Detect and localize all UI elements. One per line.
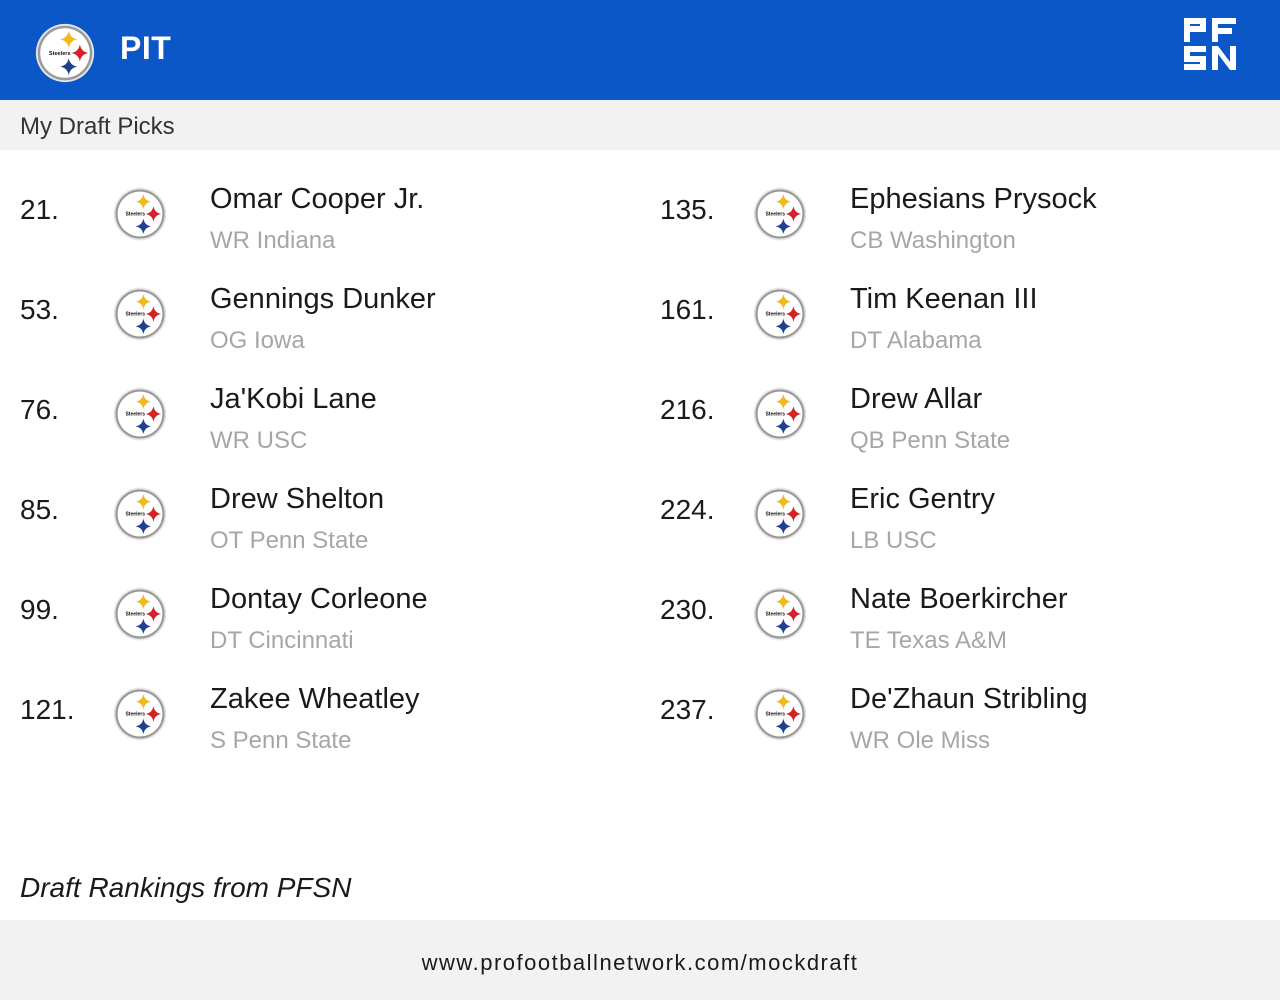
draft-pick-item[interactable]: 230. Nate Boerkircher TE Texas A&M <box>640 550 1260 654</box>
player-position-school: TE Texas A&M <box>850 627 1007 654</box>
player-position-school: WR Indiana <box>210 227 336 254</box>
draft-pick-item[interactable]: 216. Drew Allar QB Penn State <box>640 350 1260 454</box>
steelers-logo-icon <box>752 286 808 342</box>
draft-pick-item[interactable]: 99. Dontay Corleone DT Cincinnati <box>0 550 620 654</box>
pick-number: 216. <box>660 394 715 425</box>
steelers-logo-icon <box>34 22 96 84</box>
player-position-school: QB Penn State <box>850 427 1011 454</box>
pick-number: 135. <box>660 194 715 225</box>
player-position-school: WR Ole Miss <box>850 727 990 754</box>
draft-pick-item[interactable]: 53. Gennings Dunker OG Iowa <box>0 250 620 354</box>
header-bar: PIT <box>0 0 1280 100</box>
pick-number: 21. <box>20 194 59 225</box>
draft-pick-item[interactable]: 161. Tim Keenan III DT Alabama <box>640 250 1260 354</box>
draft-pick-item[interactable]: 21. Omar Cooper Jr. WR Indiana <box>0 150 620 254</box>
player-name[interactable]: Zakee Wheatley <box>210 683 420 715</box>
player-position-school: DT Cincinnati <box>210 627 354 654</box>
steelers-logo-icon <box>752 186 808 242</box>
player-name[interactable]: Ephesians Prysock <box>850 183 1097 215</box>
player-name[interactable]: Gennings Dunker <box>210 283 436 315</box>
steelers-logo-icon <box>752 686 808 742</box>
team-abbreviation: PIT <box>120 30 172 66</box>
steelers-logo-icon <box>112 686 168 742</box>
steelers-logo-icon <box>752 386 808 442</box>
footer-url[interactable]: www.profootballnetwork.com/mockdraft <box>421 950 859 975</box>
player-name[interactable]: Nate Boerkircher <box>850 583 1068 615</box>
pick-number: 230. <box>660 594 715 625</box>
attribution-text: Draft Rankings from PFSN <box>20 872 352 903</box>
draft-pick-item[interactable]: 85. Drew Shelton OT Penn State <box>0 450 620 554</box>
player-name[interactable]: Omar Cooper Jr. <box>210 183 425 215</box>
draft-pick-item[interactable]: 135. Ephesians Prysock CB Washington <box>640 150 1260 254</box>
section-header: My Draft Picks <box>0 100 1280 150</box>
draft-pick-item[interactable]: 237. De'Zhaun Stribling WR Ole Miss <box>640 650 1260 754</box>
player-position-school: CB Washington <box>850 227 1016 254</box>
steelers-logo-icon <box>112 286 168 342</box>
steelers-logo-icon <box>112 186 168 242</box>
pick-number: 121. <box>20 694 75 725</box>
steelers-logo-icon <box>752 486 808 542</box>
pick-number: 76. <box>20 394 59 425</box>
player-position-school: OT Penn State <box>210 527 369 554</box>
pick-number: 53. <box>20 294 59 325</box>
draft-pick-item[interactable]: 121. Zakee Wheatley S Penn State <box>0 650 620 754</box>
player-position-school: S Penn State <box>210 727 352 754</box>
player-name[interactable]: Eric Gentry <box>850 483 996 515</box>
steelers-logo-icon <box>752 586 808 642</box>
player-name[interactable]: Ja'Kobi Lane <box>210 383 377 415</box>
player-position-school: WR USC <box>210 427 308 454</box>
footer-bar: www.profootballnetwork.com/mockdraft <box>0 920 1280 1000</box>
player-position-school: LB USC <box>850 527 937 554</box>
player-name[interactable]: Tim Keenan III <box>850 283 1038 315</box>
steelers-logo-icon <box>112 586 168 642</box>
pfsn-logo-icon[interactable] <box>1182 16 1238 72</box>
section-title: My Draft Picks <box>20 113 175 140</box>
player-name[interactable]: De'Zhaun Stribling <box>850 683 1088 715</box>
pick-number: 161. <box>660 294 715 325</box>
draft-picks-list: 21. Omar Cooper Jr. WR Indiana 53. Gennings … <box>0 150 1280 790</box>
player-position-school: OG Iowa <box>210 327 305 354</box>
pick-number: 237. <box>660 694 715 725</box>
draft-pick-item[interactable]: 76. Ja'Kobi Lane WR USC <box>0 350 620 454</box>
player-name[interactable]: Drew Allar <box>850 383 983 415</box>
steelers-logo-icon <box>112 486 168 542</box>
pick-number: 99. <box>20 594 59 625</box>
player-name[interactable]: Drew Shelton <box>210 483 385 515</box>
draft-pick-item[interactable]: 224. Eric Gentry LB USC <box>640 450 1260 554</box>
pick-number: 224. <box>660 494 715 525</box>
steelers-logo-icon <box>112 386 168 442</box>
player-name[interactable]: Dontay Corleone <box>210 583 428 615</box>
player-position-school: DT Alabama <box>850 327 982 354</box>
pick-number: 85. <box>20 494 59 525</box>
